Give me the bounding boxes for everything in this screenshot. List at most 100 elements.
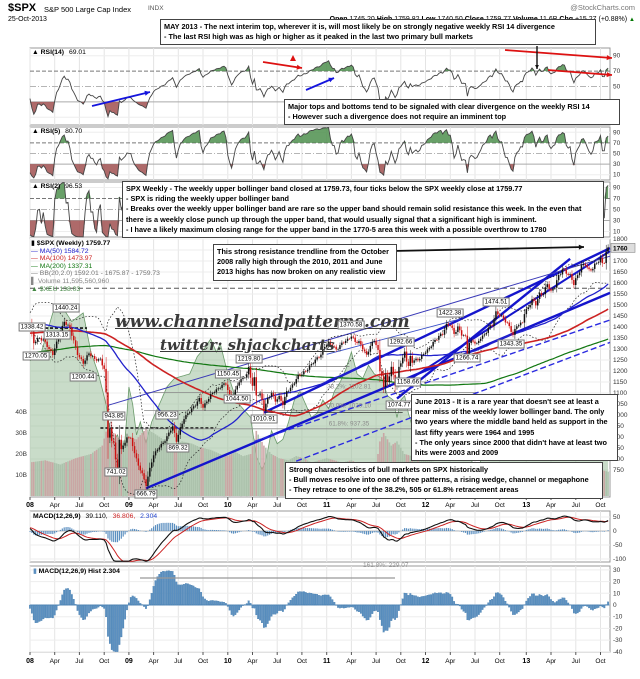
svg-text:Oct: Oct bbox=[495, 658, 505, 665]
svg-text:Apr: Apr bbox=[346, 658, 357, 665]
price-legend-row: ▲ $XEU 138.03 bbox=[31, 286, 160, 294]
stockcharts-credit: @StockCharts.com bbox=[570, 3, 635, 12]
macd-legend: MACD(12,26,9) 39.110, 36.806, 2.304 bbox=[33, 513, 157, 520]
svg-text:30: 30 bbox=[613, 567, 621, 574]
rsi2-legend: ▲ RSI(2) 96.53 bbox=[32, 183, 82, 190]
svg-text:1650: 1650 bbox=[613, 269, 628, 276]
hist-label: MACD(12,26,9) Hist 2.304 bbox=[38, 568, 120, 575]
svg-text:90: 90 bbox=[613, 53, 621, 60]
svg-text:Oct: Oct bbox=[198, 658, 208, 665]
svg-text:10: 10 bbox=[613, 590, 621, 597]
price-label: 741.02 bbox=[104, 467, 128, 477]
macd-value: 39.110, bbox=[85, 513, 108, 520]
svg-text:Jul: Jul bbox=[471, 658, 480, 665]
svg-text:20B: 20B bbox=[15, 451, 27, 458]
svg-text:Oct: Oct bbox=[396, 502, 406, 509]
svg-text:1150: 1150 bbox=[613, 379, 627, 386]
svg-text:Apr: Apr bbox=[546, 658, 557, 665]
price-label: 1010.91 bbox=[250, 414, 278, 424]
price-legend-row: ▮ $SPX (Weekly) 1759.77 bbox=[31, 240, 160, 248]
price-label: 1074.77 bbox=[385, 400, 413, 410]
svg-text:0: 0 bbox=[613, 602, 617, 609]
svg-text:1600: 1600 bbox=[613, 280, 628, 287]
svg-text:Oct: Oct bbox=[297, 658, 307, 665]
price-label: 1370.58 bbox=[337, 320, 365, 330]
rsi14-legend: ▲ RSI(14) 69.01 bbox=[32, 49, 86, 56]
svg-text:800: 800 bbox=[613, 456, 624, 463]
price-legend-row: — MA(50) 1584.72 bbox=[31, 248, 160, 256]
svg-text:Jul: Jul bbox=[75, 658, 84, 665]
rsi5-value: 80.70 bbox=[65, 128, 83, 135]
svg-text:Jul: Jul bbox=[273, 658, 282, 665]
svg-text:08: 08 bbox=[26, 502, 34, 509]
svg-text:1050: 1050 bbox=[613, 401, 628, 408]
svg-text:Oct: Oct bbox=[595, 658, 605, 665]
price-legend-row: — BB(20,2.0) 1592.01 - 1675.87 - 1759.73 bbox=[31, 270, 160, 278]
svg-text:12: 12 bbox=[422, 658, 430, 665]
line-icon: — bbox=[31, 262, 38, 270]
svg-text:1300: 1300 bbox=[613, 346, 628, 353]
svg-text:-50: -50 bbox=[613, 542, 623, 549]
macd-label: MACD(12,26,9) bbox=[33, 513, 81, 520]
price-label: 1474.51 bbox=[482, 297, 510, 307]
rsi2-value: 96.53 bbox=[65, 183, 83, 190]
line-icon: — bbox=[31, 270, 38, 278]
sparkline-icon: ▲ bbox=[32, 183, 39, 190]
price-label: 1343.35 bbox=[497, 339, 525, 349]
svg-text:90: 90 bbox=[613, 185, 621, 192]
price-legend-text: Volume 11,595,560,960 bbox=[37, 277, 110, 285]
svg-text:Jul: Jul bbox=[273, 502, 282, 509]
svg-text:Apr: Apr bbox=[546, 502, 557, 509]
price-label: 1313.15 bbox=[43, 330, 71, 340]
svg-text:0: 0 bbox=[613, 528, 617, 535]
line-icon: — bbox=[31, 247, 38, 255]
svg-text:1200: 1200 bbox=[613, 368, 628, 375]
price-label: 1200.44 bbox=[69, 372, 97, 382]
price-legend-text: MA(50) 1584.72 bbox=[39, 247, 89, 255]
svg-text:900: 900 bbox=[613, 434, 624, 441]
svg-text:-20: -20 bbox=[613, 625, 623, 632]
price-legend-text: $XEU 138.03 bbox=[39, 285, 81, 293]
svg-text:Oct: Oct bbox=[595, 502, 605, 509]
price-label: 1266.74 bbox=[453, 353, 481, 363]
price-legend-row: — MA(200) 1337.31 bbox=[31, 263, 160, 271]
svg-text:850: 850 bbox=[613, 445, 624, 452]
svg-text:1000: 1000 bbox=[613, 412, 628, 419]
svg-text:11: 11 bbox=[323, 658, 331, 665]
svg-text:10: 10 bbox=[613, 229, 621, 236]
rsi2-label: RSI(2) bbox=[40, 183, 61, 190]
quote-value: +15.27 (+0.88%) bbox=[573, 16, 630, 23]
svg-text:Apr: Apr bbox=[149, 502, 160, 509]
svg-text:Jul: Jul bbox=[75, 502, 84, 509]
svg-text:13: 13 bbox=[522, 502, 530, 509]
ticker-symbol: $SPX bbox=[8, 2, 37, 14]
svg-text:50: 50 bbox=[613, 84, 621, 91]
annotation-major-tops: Major tops and bottoms tend to be signal… bbox=[284, 99, 620, 126]
price-label: 1292.66 bbox=[387, 337, 415, 347]
svg-text:50: 50 bbox=[613, 151, 621, 158]
svg-text:11: 11 bbox=[323, 502, 331, 509]
price-label: 1270.05 bbox=[22, 351, 50, 361]
macd-signal-value: 36.806, bbox=[112, 513, 136, 520]
svg-text:1500: 1500 bbox=[613, 302, 628, 309]
svg-text:50: 50 bbox=[613, 514, 621, 521]
svg-text:13: 13 bbox=[522, 658, 530, 665]
svg-text:1550: 1550 bbox=[613, 291, 628, 298]
svg-text:Oct: Oct bbox=[198, 502, 208, 509]
svg-text:1250: 1250 bbox=[613, 357, 628, 364]
svg-text:70: 70 bbox=[613, 196, 621, 203]
svg-text:1800: 1800 bbox=[613, 236, 628, 243]
price-legend-text: MA(200) 1337.31 bbox=[39, 262, 93, 270]
svg-text:-100: -100 bbox=[613, 556, 626, 563]
sparkline-icon: ▲ bbox=[32, 49, 39, 56]
price-label: 1044.50 bbox=[223, 394, 251, 404]
price-label: 1158.66 bbox=[394, 377, 422, 387]
svg-text:Jul: Jul bbox=[174, 658, 183, 665]
svg-text:08: 08 bbox=[26, 658, 34, 665]
svg-text:Apr: Apr bbox=[247, 502, 258, 509]
ticker-name: S&P 500 Large Cap Index bbox=[44, 5, 132, 14]
price-label: 1440.24 bbox=[52, 303, 80, 313]
annotation-may-2013: MAY 2013 - The next interim top, whereve… bbox=[160, 19, 596, 46]
svg-text:Oct: Oct bbox=[99, 658, 109, 665]
